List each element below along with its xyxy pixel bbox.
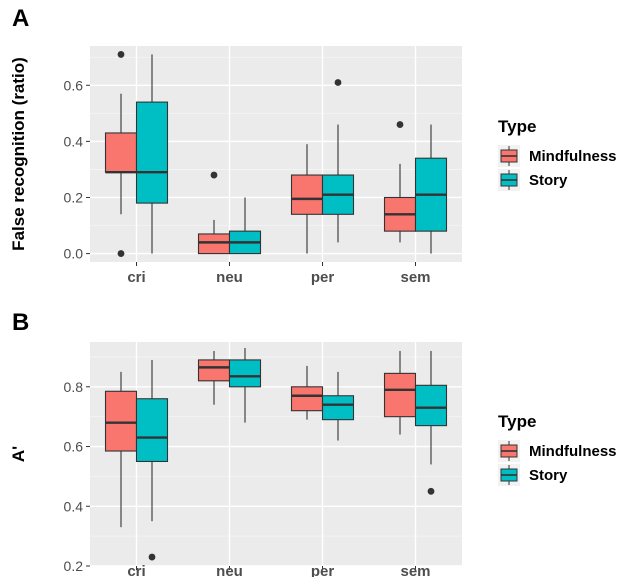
x-tick-label-cri: cri [127, 269, 145, 286]
x-tick-label-per: per [311, 269, 335, 286]
outlier-point [210, 171, 218, 179]
box-story-per [321, 371, 355, 441]
box-story-sem [414, 350, 448, 495]
x-tick-label-sem: sem [400, 563, 430, 577]
x-tick-label-sem: sem [400, 269, 430, 286]
x-tick-label-neu: neu [216, 269, 243, 286]
box-iqr [228, 359, 262, 388]
box-iqr [135, 101, 169, 204]
y-tick-label: 0.8 [64, 379, 84, 395]
box-iqr [197, 233, 231, 255]
x-tick-label-neu: neu [216, 563, 243, 577]
y-tick-label: 0.4 [64, 133, 84, 149]
box-iqr [104, 132, 138, 173]
y-axis-label: False recognition (ratio) [9, 57, 28, 251]
box-mindfulness-sem [383, 121, 417, 243]
legend-label-mindfulness: Mindfulness [529, 443, 617, 460]
box-iqr [290, 174, 324, 215]
box-iqr [414, 384, 448, 427]
x-tick-label-cri: cri [127, 563, 145, 577]
box-mindfulness-sem [383, 350, 417, 435]
box-mindfulness-neu [197, 350, 231, 405]
box-story-cri [135, 359, 169, 561]
legend-title: Type [498, 117, 536, 136]
legend-label-story: Story [529, 172, 568, 189]
legend: Type Mindfulness Story [498, 412, 617, 486]
panel-a: A 0.0 0.2 0.4 0.6 cri neu per sem False recogniti… [9, 5, 617, 286]
outlier-point [117, 250, 125, 257]
box-story-cri [135, 54, 169, 254]
y-tick-label: 0.2 [64, 189, 84, 205]
box-iqr [104, 390, 138, 452]
y-tick-label: 0.6 [64, 439, 84, 455]
y-axis-label: A' [9, 446, 28, 462]
y-tick-label: 0.0 [64, 246, 84, 262]
box-story-sem [414, 124, 448, 254]
box-iqr [321, 395, 355, 421]
box-mindfulness-neu [197, 171, 231, 255]
outlier-point [396, 121, 404, 128]
legend-label-mindfulness: Mindfulness [529, 148, 617, 165]
outlier-point [427, 487, 435, 495]
legend-key-story: Story [498, 169, 568, 191]
panel-letter: B [12, 309, 29, 336]
y-tick-label: 0.6 [64, 77, 84, 93]
legend-key-mindfulness: Mindfulness [498, 145, 617, 167]
box-story-per [321, 79, 355, 243]
legend-key-story: Story [498, 464, 568, 486]
y-tick-label: 0.4 [64, 498, 84, 514]
outlier-point [117, 51, 125, 58]
legend-key-mindfulness: Mindfulness [498, 440, 617, 462]
box-iqr [197, 359, 231, 382]
legend: Type Mindfulness Story [498, 117, 617, 191]
outlier-point [334, 79, 342, 86]
panel-b: B 0.2 0.4 0.6 0.8 cri neu per sem A' Type Mindfulne… [9, 309, 617, 577]
legend-title: Type [498, 412, 536, 431]
box-iqr [135, 398, 169, 463]
box-story-neu [228, 347, 262, 423]
box-mindfulness-cri [104, 51, 138, 257]
box-iqr [383, 372, 417, 418]
outlier-point [148, 553, 156, 561]
box-story-neu [228, 197, 262, 255]
legend-label-story: Story [529, 467, 568, 484]
y-tick-label: 0.2 [64, 558, 84, 574]
panel-letter: A [12, 5, 29, 32]
box-mindfulness-per [290, 144, 324, 254]
x-tick-label-per: per [311, 563, 335, 577]
box-iqr [290, 386, 324, 412]
box-mindfulness-cri [104, 371, 138, 528]
